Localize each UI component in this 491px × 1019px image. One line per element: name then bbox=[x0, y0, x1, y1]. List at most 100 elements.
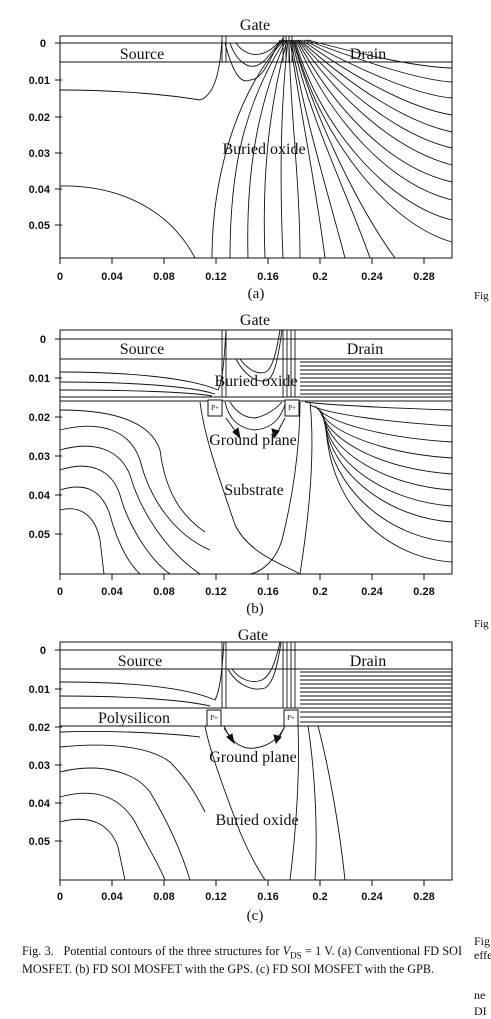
buried-oxide-label: Buried oxide bbox=[222, 141, 305, 158]
x-tick-label: 0.24 bbox=[361, 586, 383, 598]
panel-c-plot: 0 0.01 0.02 0.03 0.04 0.05 0 0.04 0.08 0… bbox=[29, 627, 453, 903]
plot-frame bbox=[59, 641, 453, 881]
x-tick-label: 0.08 bbox=[153, 271, 174, 283]
ground-plane-label: Ground plane bbox=[209, 432, 297, 449]
drain-label: Drain bbox=[347, 341, 383, 358]
y-tick-label: 0.05 bbox=[29, 836, 50, 848]
gate-label: Gate bbox=[240, 17, 270, 34]
panel-c: 0 0.01 0.02 0.03 0.04 0.05 0 0.04 0.08 0… bbox=[0, 622, 491, 942]
potential-contours bbox=[59, 36, 453, 259]
plot-frame bbox=[59, 329, 453, 575]
y-tick-label: 0.03 bbox=[29, 451, 50, 463]
y-tick-label: 0.05 bbox=[29, 220, 50, 232]
x-tick-label: 0 bbox=[57, 891, 63, 903]
y-tick-label: 0 bbox=[40, 334, 46, 346]
y-ticks bbox=[55, 42, 62, 226]
potential-contours bbox=[59, 329, 453, 575]
x-tick-label: 0.12 bbox=[205, 271, 226, 283]
polysilicon-label: Polysilicon bbox=[98, 710, 170, 727]
panel-b-plot: 0 0.01 0.02 0.03 0.04 0.05 0 0.04 0.08 0… bbox=[29, 312, 453, 598]
x-tick-label: 0.16 bbox=[257, 586, 278, 598]
x-tick-label: 0.16 bbox=[257, 271, 278, 283]
drain-label: Drain bbox=[350, 46, 386, 63]
y-ticks bbox=[55, 338, 62, 535]
p-plus-region-left bbox=[206, 709, 222, 727]
p-plus-label: P+ bbox=[288, 404, 296, 412]
y-tick-label: 0.02 bbox=[29, 112, 50, 124]
p-plus-region-left bbox=[207, 399, 223, 417]
y-tick-label: 0.03 bbox=[29, 148, 50, 160]
panel-b: 0 0.01 0.02 0.03 0.04 0.05 0 0.04 0.08 0… bbox=[0, 310, 491, 630]
arrows bbox=[223, 727, 285, 745]
x-tick-label: 0.04 bbox=[101, 586, 123, 598]
margin-text: effe bbox=[474, 948, 491, 962]
margin-text: Fig bbox=[474, 934, 491, 948]
ground-plane-label: Ground plane bbox=[209, 749, 297, 766]
subfigure-label: (b) bbox=[246, 601, 264, 617]
x-tick-label: 0.28 bbox=[413, 271, 434, 283]
y-tick-label: 0.05 bbox=[29, 529, 50, 541]
potential-contours bbox=[59, 641, 452, 881]
x-tick-label: 0.24 bbox=[361, 271, 383, 283]
y-tick-label: 0.01 bbox=[29, 75, 50, 87]
x-tick-label: 0.12 bbox=[205, 586, 226, 598]
y-tick-label: 0.04 bbox=[29, 490, 51, 502]
x-tick-label: 0.12 bbox=[205, 891, 226, 903]
x-tick-label: 0.2 bbox=[312, 891, 327, 903]
p-plus-region-right bbox=[283, 709, 299, 727]
x-tick-label: 0.08 bbox=[153, 891, 174, 903]
y-tick-label: 0.02 bbox=[29, 412, 50, 424]
x-tick-label: 0.2 bbox=[312, 586, 327, 598]
gate-label: Gate bbox=[238, 627, 268, 644]
plot-frame bbox=[59, 35, 453, 259]
margin-text: ne bbox=[474, 988, 486, 1002]
y-ticks bbox=[55, 649, 62, 842]
arrows bbox=[225, 417, 286, 440]
panel-a-plot: 0 0.01 0.02 0.03 0.04 0.05 0 0.04 0.08 0… bbox=[29, 17, 453, 283]
source-label: Source bbox=[120, 46, 164, 63]
figure-caption: Fig. 3. Potential contours of the three … bbox=[22, 944, 462, 976]
caption-vds: V bbox=[282, 944, 291, 958]
margin-text: Fig bbox=[474, 618, 489, 630]
x-tick-label: 0.04 bbox=[101, 891, 123, 903]
p-plus-label: P+ bbox=[211, 404, 219, 412]
y-tick-label: 0.04 bbox=[29, 798, 51, 810]
source-label: Source bbox=[120, 341, 164, 358]
y-tick-label: 0 bbox=[40, 645, 46, 657]
x-tick-label: 0.2 bbox=[312, 271, 327, 283]
buried-oxide-label: Buried oxide bbox=[214, 373, 297, 390]
caption-text: = 1 V. (a) Conventional FD SOI MOSFET. (… bbox=[22, 944, 463, 977]
buried-oxide-label: Buried oxide bbox=[215, 812, 298, 829]
p-plus-region-right bbox=[284, 399, 300, 417]
y-tick-label: 0 bbox=[40, 38, 46, 50]
subfigure-label: (a) bbox=[247, 286, 265, 302]
y-tick-label: 0.01 bbox=[29, 684, 50, 696]
x-ticks bbox=[59, 258, 425, 264]
substrate-label: Substrate bbox=[224, 482, 284, 499]
margin-text: DI bbox=[474, 1004, 487, 1018]
y-tick-label: 0.01 bbox=[29, 373, 50, 385]
p-plus-label: P+ bbox=[287, 714, 295, 722]
subfigure-label: (c) bbox=[246, 908, 264, 924]
x-tick-label: 0.04 bbox=[101, 271, 123, 283]
y-tick-label: 0.02 bbox=[29, 722, 50, 734]
panel-a: 0 0.01 0.02 0.03 0.04 0.05 0 0.04 0.08 0… bbox=[0, 0, 491, 310]
x-tick-label: 0 bbox=[57, 586, 63, 598]
x-tick-label: 0.24 bbox=[361, 891, 383, 903]
x-tick-label: 0 bbox=[57, 271, 63, 283]
x-tick-label: 0.28 bbox=[413, 586, 434, 598]
x-tick-label: 0.08 bbox=[153, 586, 174, 598]
caption-prefix: Fig. 3. bbox=[22, 944, 54, 958]
caption-text: Potential contours of the three structur… bbox=[63, 944, 280, 958]
x-ticks bbox=[59, 880, 425, 886]
y-tick-label: 0.04 bbox=[29, 184, 51, 196]
caption-vds-sub: DS bbox=[290, 950, 302, 961]
p-plus-label: P+ bbox=[210, 714, 218, 722]
x-tick-label: 0.16 bbox=[257, 891, 278, 903]
y-tick-label: 0.03 bbox=[29, 760, 50, 772]
source-label: Source bbox=[118, 653, 162, 670]
x-ticks bbox=[59, 574, 425, 580]
x-tick-label: 0.28 bbox=[413, 891, 434, 903]
gate-label: Gate bbox=[240, 312, 270, 329]
margin-text: Fig bbox=[474, 290, 489, 302]
